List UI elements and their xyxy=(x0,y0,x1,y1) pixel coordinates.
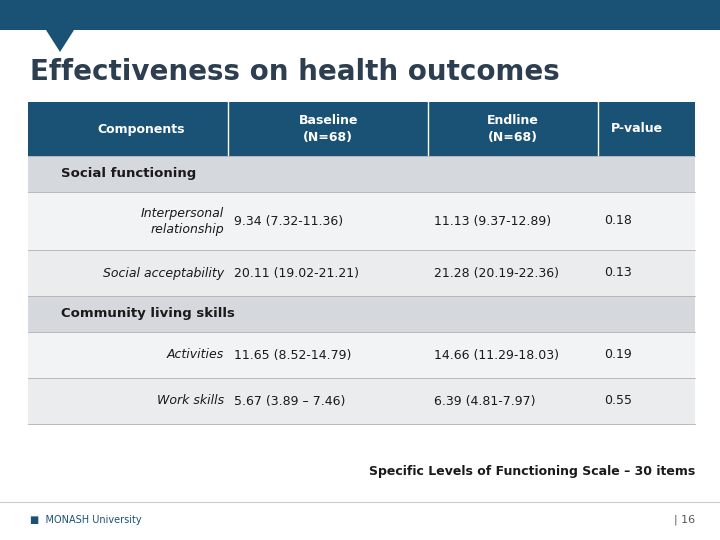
Text: 5.67 (3.89 – 7.46): 5.67 (3.89 – 7.46) xyxy=(234,395,346,408)
Text: Work skills: Work skills xyxy=(157,395,224,408)
Text: Activities: Activities xyxy=(167,348,224,361)
Text: | 16: | 16 xyxy=(674,515,695,525)
Text: Components: Components xyxy=(98,123,185,136)
Text: 0.19: 0.19 xyxy=(604,348,632,361)
Text: Social functioning: Social functioning xyxy=(60,167,196,180)
Text: 0.13: 0.13 xyxy=(604,267,632,280)
Text: 20.11 (19.02-21.21): 20.11 (19.02-21.21) xyxy=(234,267,359,280)
Bar xyxy=(28,296,695,332)
Bar xyxy=(28,378,695,424)
Bar xyxy=(28,192,695,250)
Text: Specific Levels of Functioning Scale – 30 items: Specific Levels of Functioning Scale – 3… xyxy=(369,465,695,478)
Text: Endline
(N=68): Endline (N=68) xyxy=(487,114,539,144)
Polygon shape xyxy=(46,30,74,52)
Text: Community living skills: Community living skills xyxy=(60,307,235,321)
Text: Baseline
(N=68): Baseline (N=68) xyxy=(298,114,358,144)
Text: 11.65 (8.52-14.79): 11.65 (8.52-14.79) xyxy=(234,348,351,361)
Text: 0.55: 0.55 xyxy=(604,395,632,408)
Text: P-value: P-value xyxy=(611,123,662,136)
Bar xyxy=(28,156,695,192)
Bar xyxy=(28,332,695,378)
Text: Social acceptability: Social acceptability xyxy=(103,267,224,280)
Text: 11.13 (9.37-12.89): 11.13 (9.37-12.89) xyxy=(434,214,552,227)
Bar xyxy=(28,250,695,296)
Text: 6.39 (4.81-7.97): 6.39 (4.81-7.97) xyxy=(434,395,536,408)
Bar xyxy=(0,0,720,30)
Text: 9.34 (7.32-11.36): 9.34 (7.32-11.36) xyxy=(234,214,343,227)
Text: 21.28 (20.19-22.36): 21.28 (20.19-22.36) xyxy=(434,267,559,280)
Text: Effectiveness on health outcomes: Effectiveness on health outcomes xyxy=(30,58,559,86)
Text: 14.66 (11.29-18.03): 14.66 (11.29-18.03) xyxy=(434,348,559,361)
Text: ■  MONASH University: ■ MONASH University xyxy=(30,515,142,525)
Bar xyxy=(28,102,695,156)
Text: 0.18: 0.18 xyxy=(604,214,632,227)
Text: Interpersonal
relationship: Interpersonal relationship xyxy=(141,206,224,235)
